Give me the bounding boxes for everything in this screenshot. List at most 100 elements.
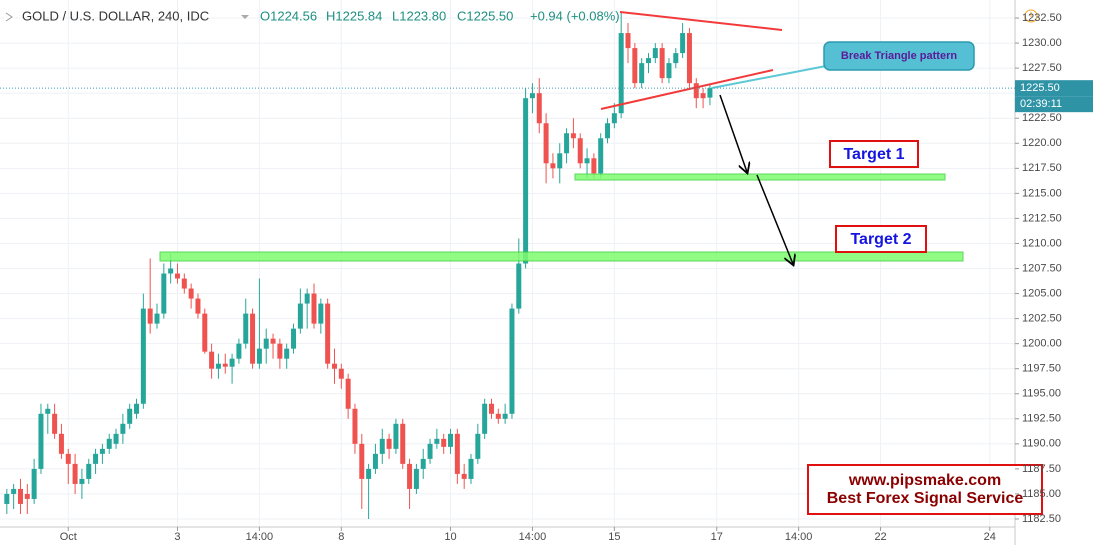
- candle-body: [161, 273, 167, 314]
- candle-body: [256, 348, 262, 364]
- candle-body: [58, 433, 64, 454]
- candle-body: [209, 351, 215, 369]
- candle-body: [413, 468, 419, 489]
- candle-body: [454, 433, 460, 474]
- candle-body: [509, 308, 515, 414]
- candle-body: [666, 63, 672, 79]
- candle-body: [297, 303, 303, 329]
- y-tick-label: 1215.00: [1022, 187, 1062, 199]
- trend-line: [619, 11, 783, 31]
- candle-body: [263, 338, 269, 349]
- candle-body: [277, 343, 283, 359]
- y-tick-label: 1220.00: [1022, 137, 1062, 149]
- candle-body: [181, 278, 187, 289]
- candle-body: [229, 358, 235, 367]
- ohlc-low: L1223.80: [392, 8, 446, 23]
- candle-body: [482, 403, 488, 434]
- y-tick-label: 1230.00: [1022, 37, 1062, 49]
- target-zone: [574, 173, 946, 181]
- x-tick-label: 14:00: [246, 531, 274, 543]
- callout-pointer: [711, 65, 827, 89]
- candle-body: [645, 58, 651, 64]
- candle-body: [195, 298, 201, 314]
- candle-body: [461, 473, 467, 479]
- candle-body: [38, 413, 44, 469]
- y-tick-label: 1217.50: [1022, 162, 1062, 174]
- candle-body: [168, 268, 174, 274]
- candle-body: [243, 313, 249, 344]
- y-tick-label: 1210.00: [1022, 237, 1062, 249]
- y-tick-label: 1222.50: [1022, 112, 1062, 124]
- ohlc-open: O1224.56: [260, 8, 317, 23]
- y-tick-label: 1202.50: [1022, 313, 1062, 325]
- candle-body: [202, 313, 208, 352]
- x-tick-label: 24: [984, 531, 996, 543]
- arrow: [756, 174, 793, 264]
- candle-body: [31, 468, 37, 499]
- candle-body: [448, 433, 454, 447]
- candle-body: [113, 433, 119, 444]
- candle-body: [611, 113, 617, 124]
- candle-body: [147, 308, 153, 324]
- candle-body: [441, 438, 447, 447]
- candle-body: [523, 98, 529, 264]
- symbol-title[interactable]: GOLD / U.S. DOLLAR, 240, IDC: [22, 8, 209, 23]
- grid: [0, 0, 1015, 527]
- candle-body: [420, 458, 426, 469]
- candle-body: [325, 303, 331, 364]
- candle-body: [188, 288, 194, 299]
- candle-body: [270, 338, 276, 344]
- callout-box: [823, 41, 975, 71]
- header-bg: [4, 9, 14, 25]
- candle-body: [352, 408, 358, 444]
- y-tick-label: 1205.00: [1022, 287, 1062, 299]
- y-tick-label: 1232.50: [1022, 12, 1062, 24]
- candle-body: [291, 328, 297, 349]
- candle-body: [17, 488, 23, 504]
- last-price-box: [1015, 80, 1093, 97]
- candle-body: [45, 408, 51, 414]
- candle-body: [686, 33, 692, 84]
- candle-body: [564, 133, 570, 154]
- y-tick-label: 1192.50: [1022, 413, 1061, 425]
- x-tick-label: 10: [444, 531, 456, 543]
- candle-body: [652, 48, 658, 59]
- candle-body: [93, 453, 99, 464]
- x-tick-label: 22: [874, 531, 886, 543]
- candle-body: [632, 48, 638, 84]
- candle-body: [475, 433, 481, 459]
- candle-body: [543, 123, 549, 164]
- y-tick-label: 1212.50: [1022, 212, 1062, 224]
- candle-body: [536, 93, 542, 124]
- arrow: [719, 94, 747, 172]
- candle-body: [140, 308, 146, 404]
- ohlc-change: +0.94 (+0.08%): [530, 8, 620, 23]
- candle-body: [338, 368, 344, 379]
- y-tick-label: 1187.50: [1022, 463, 1061, 475]
- x-tick-label: 17: [711, 531, 723, 543]
- candle-body: [284, 348, 290, 359]
- target-box: [829, 140, 919, 168]
- candle-body: [331, 363, 337, 369]
- y-tick-label: 1185.00: [1022, 488, 1061, 500]
- candle-body: [557, 153, 563, 169]
- candle-body: [379, 438, 385, 454]
- y-tick-label: 1197.50: [1022, 363, 1061, 375]
- candle-body: [222, 363, 228, 367]
- ohlc-close: C1225.50: [457, 8, 513, 23]
- candle-body: [215, 363, 221, 369]
- slogan: Best Forex Signal Service: [827, 490, 1024, 507]
- candle-body: [52, 413, 58, 434]
- callout-text: Break Triangle pattern: [841, 50, 957, 62]
- candle-body: [120, 423, 126, 434]
- x-tick-label: 14:00: [519, 531, 547, 543]
- alert-icon[interactable]: [1024, 9, 1038, 23]
- dropdown-icon[interactable]: [241, 15, 249, 19]
- candle-body: [468, 458, 474, 479]
- x-tick-label: Oct: [60, 531, 77, 543]
- candle-body: [250, 313, 256, 364]
- candle-body: [24, 493, 30, 499]
- candle-body: [311, 293, 317, 324]
- candle-body: [673, 53, 679, 64]
- candle-body: [304, 293, 310, 304]
